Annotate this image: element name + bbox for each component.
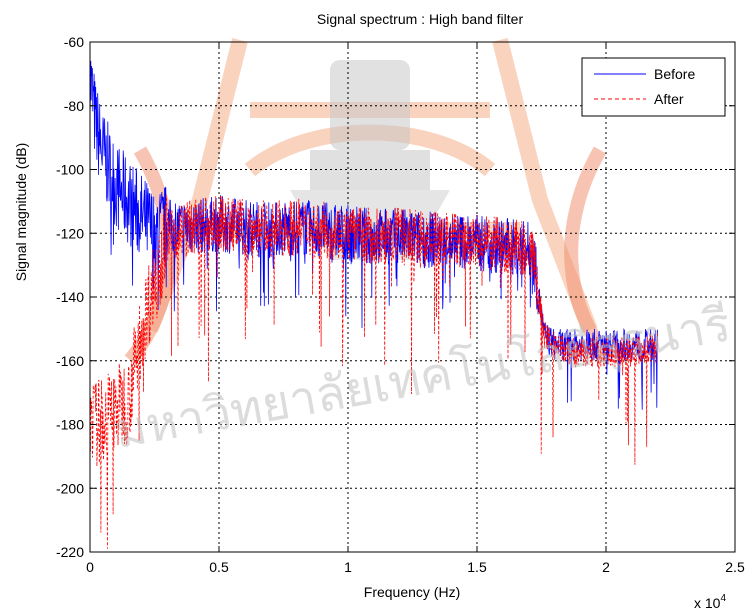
x-tick-label: 1	[344, 559, 352, 575]
y-tick-label: -220	[56, 544, 84, 560]
axis-ticks: 0 0.5 1 1.5 2 2.5 -220 -200 -180 -160 -140 -120 -100…	[56, 34, 745, 575]
grid-lines	[90, 42, 735, 552]
chart-title: Signal spectrum : High band filter	[317, 11, 524, 27]
y-axis-label: Signal magnitude (dB)	[13, 143, 29, 282]
series-line-after	[89, 194, 658, 549]
y-tick-label: -120	[56, 225, 84, 241]
legend: Before After	[581, 57, 726, 117]
x-tick-label: 1.5	[467, 559, 487, 575]
y-tick-label: -60	[64, 34, 84, 50]
y-tick-label: -160	[56, 353, 84, 369]
y-tick-label: -80	[64, 98, 84, 114]
y-tick-label: -140	[56, 289, 84, 305]
x-tick-label: 0.5	[209, 559, 229, 575]
legend-box	[581, 57, 726, 117]
x-tick-label: 2	[602, 559, 610, 575]
y-tick-label: -200	[56, 480, 84, 496]
x-tick-label: 0	[86, 559, 94, 575]
watermark-university-text: มหาวิทยาลัยเทคโนโลยีสุรนารี	[110, 296, 735, 461]
legend-label-after: After	[654, 91, 684, 107]
x-axis-exponent: x 104	[694, 593, 726, 611]
series-layer	[89, 60, 658, 549]
x-axis-label: Frequency (Hz)	[364, 584, 460, 600]
x-tick-label: 2.5	[725, 559, 745, 575]
legend-label-before: Before	[654, 66, 695, 82]
y-tick-label: -100	[56, 162, 84, 178]
y-tick-label: -180	[56, 417, 84, 433]
